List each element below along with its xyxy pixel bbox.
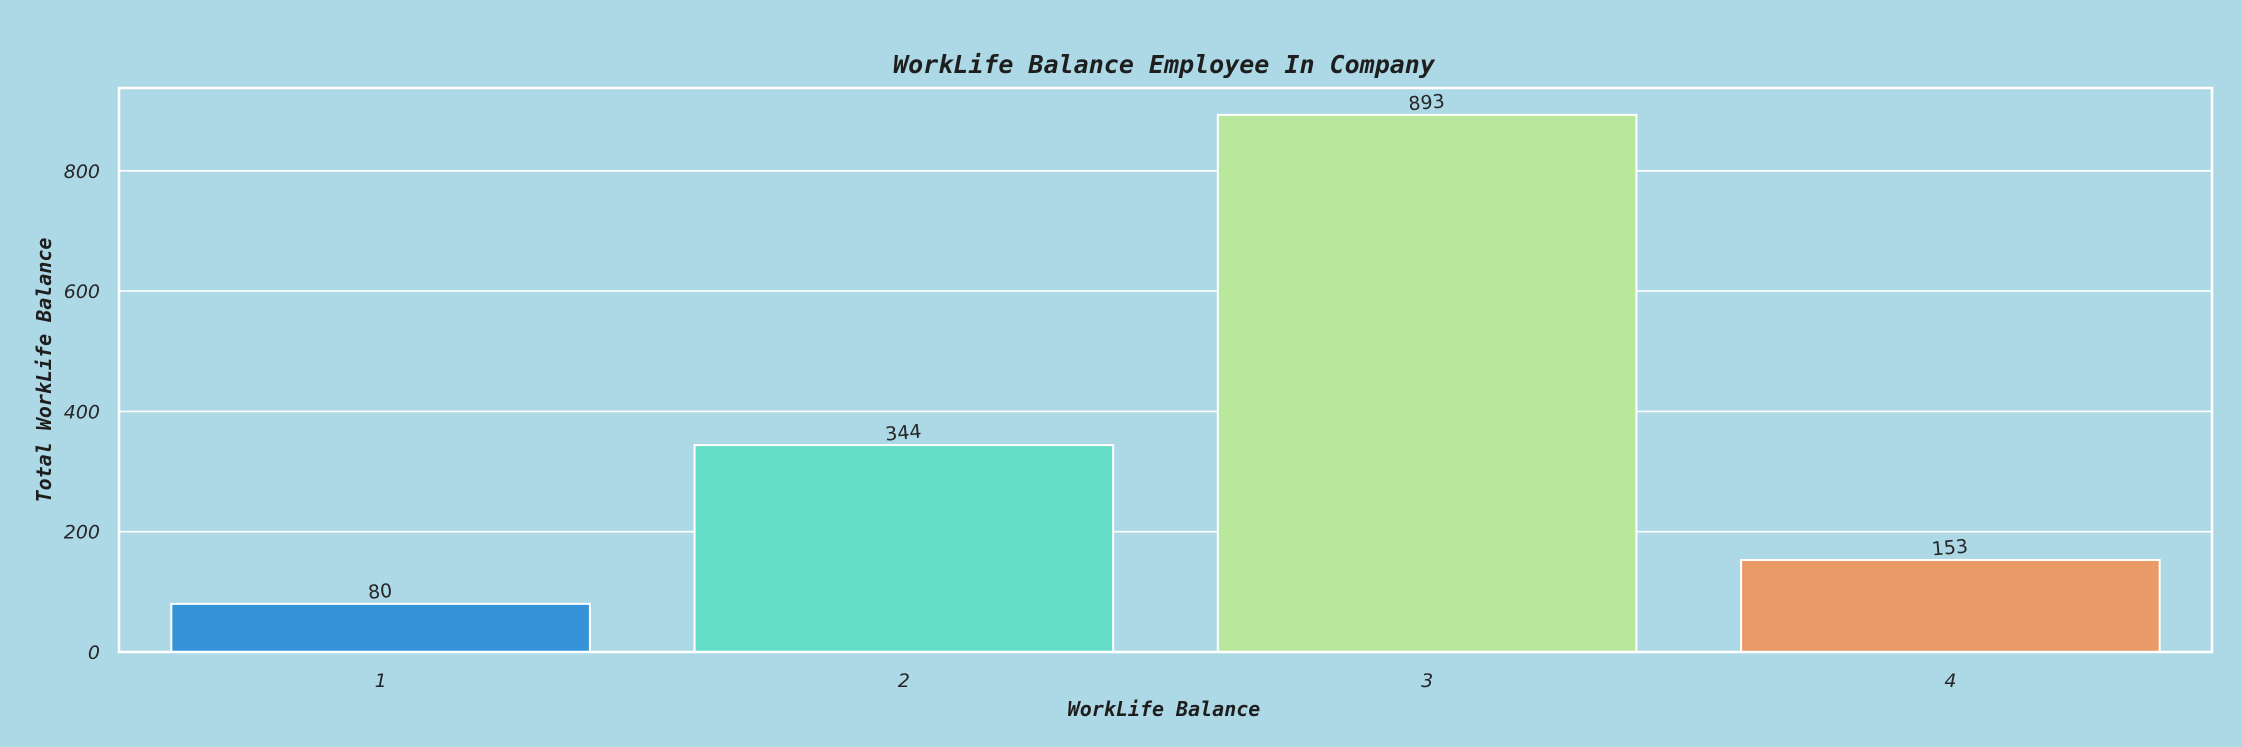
x-axis-label: WorkLife Balance (1068, 697, 1261, 721)
y-tick-label: 400 (64, 401, 100, 423)
y-tick-label: 200 (64, 522, 100, 544)
x-tick-label: 2 (898, 670, 910, 692)
chart-title: WorkLife Balance Employee In Company (893, 50, 1436, 79)
bar-2 (693, 444, 1115, 653)
y-tick-label: 600 (64, 281, 100, 303)
x-tick-label: 1 (375, 670, 387, 692)
y-tick-label: 0 (88, 642, 100, 664)
tick-labels: 0 200 400 600 800 1 2 3 4 (64, 161, 1957, 692)
bars (170, 113, 2161, 654)
x-tick-label: 4 (1944, 670, 1956, 692)
data-label: 344 (884, 421, 922, 446)
bar-3 (1216, 113, 1638, 654)
data-label: 893 (1408, 90, 1446, 115)
plot-frame (117, 86, 2214, 654)
data-labels: 80 344 893 153 (367, 90, 1969, 604)
bar-4 (1740, 558, 2161, 653)
bar-1 (170, 602, 591, 653)
x-tick-label: 3 (1421, 670, 1433, 692)
data-label: 153 (1931, 535, 1969, 560)
data-label: 80 (367, 580, 393, 604)
y-axis-label: Total WorkLife Balance (32, 238, 56, 503)
y-tick-label: 800 (64, 161, 100, 183)
